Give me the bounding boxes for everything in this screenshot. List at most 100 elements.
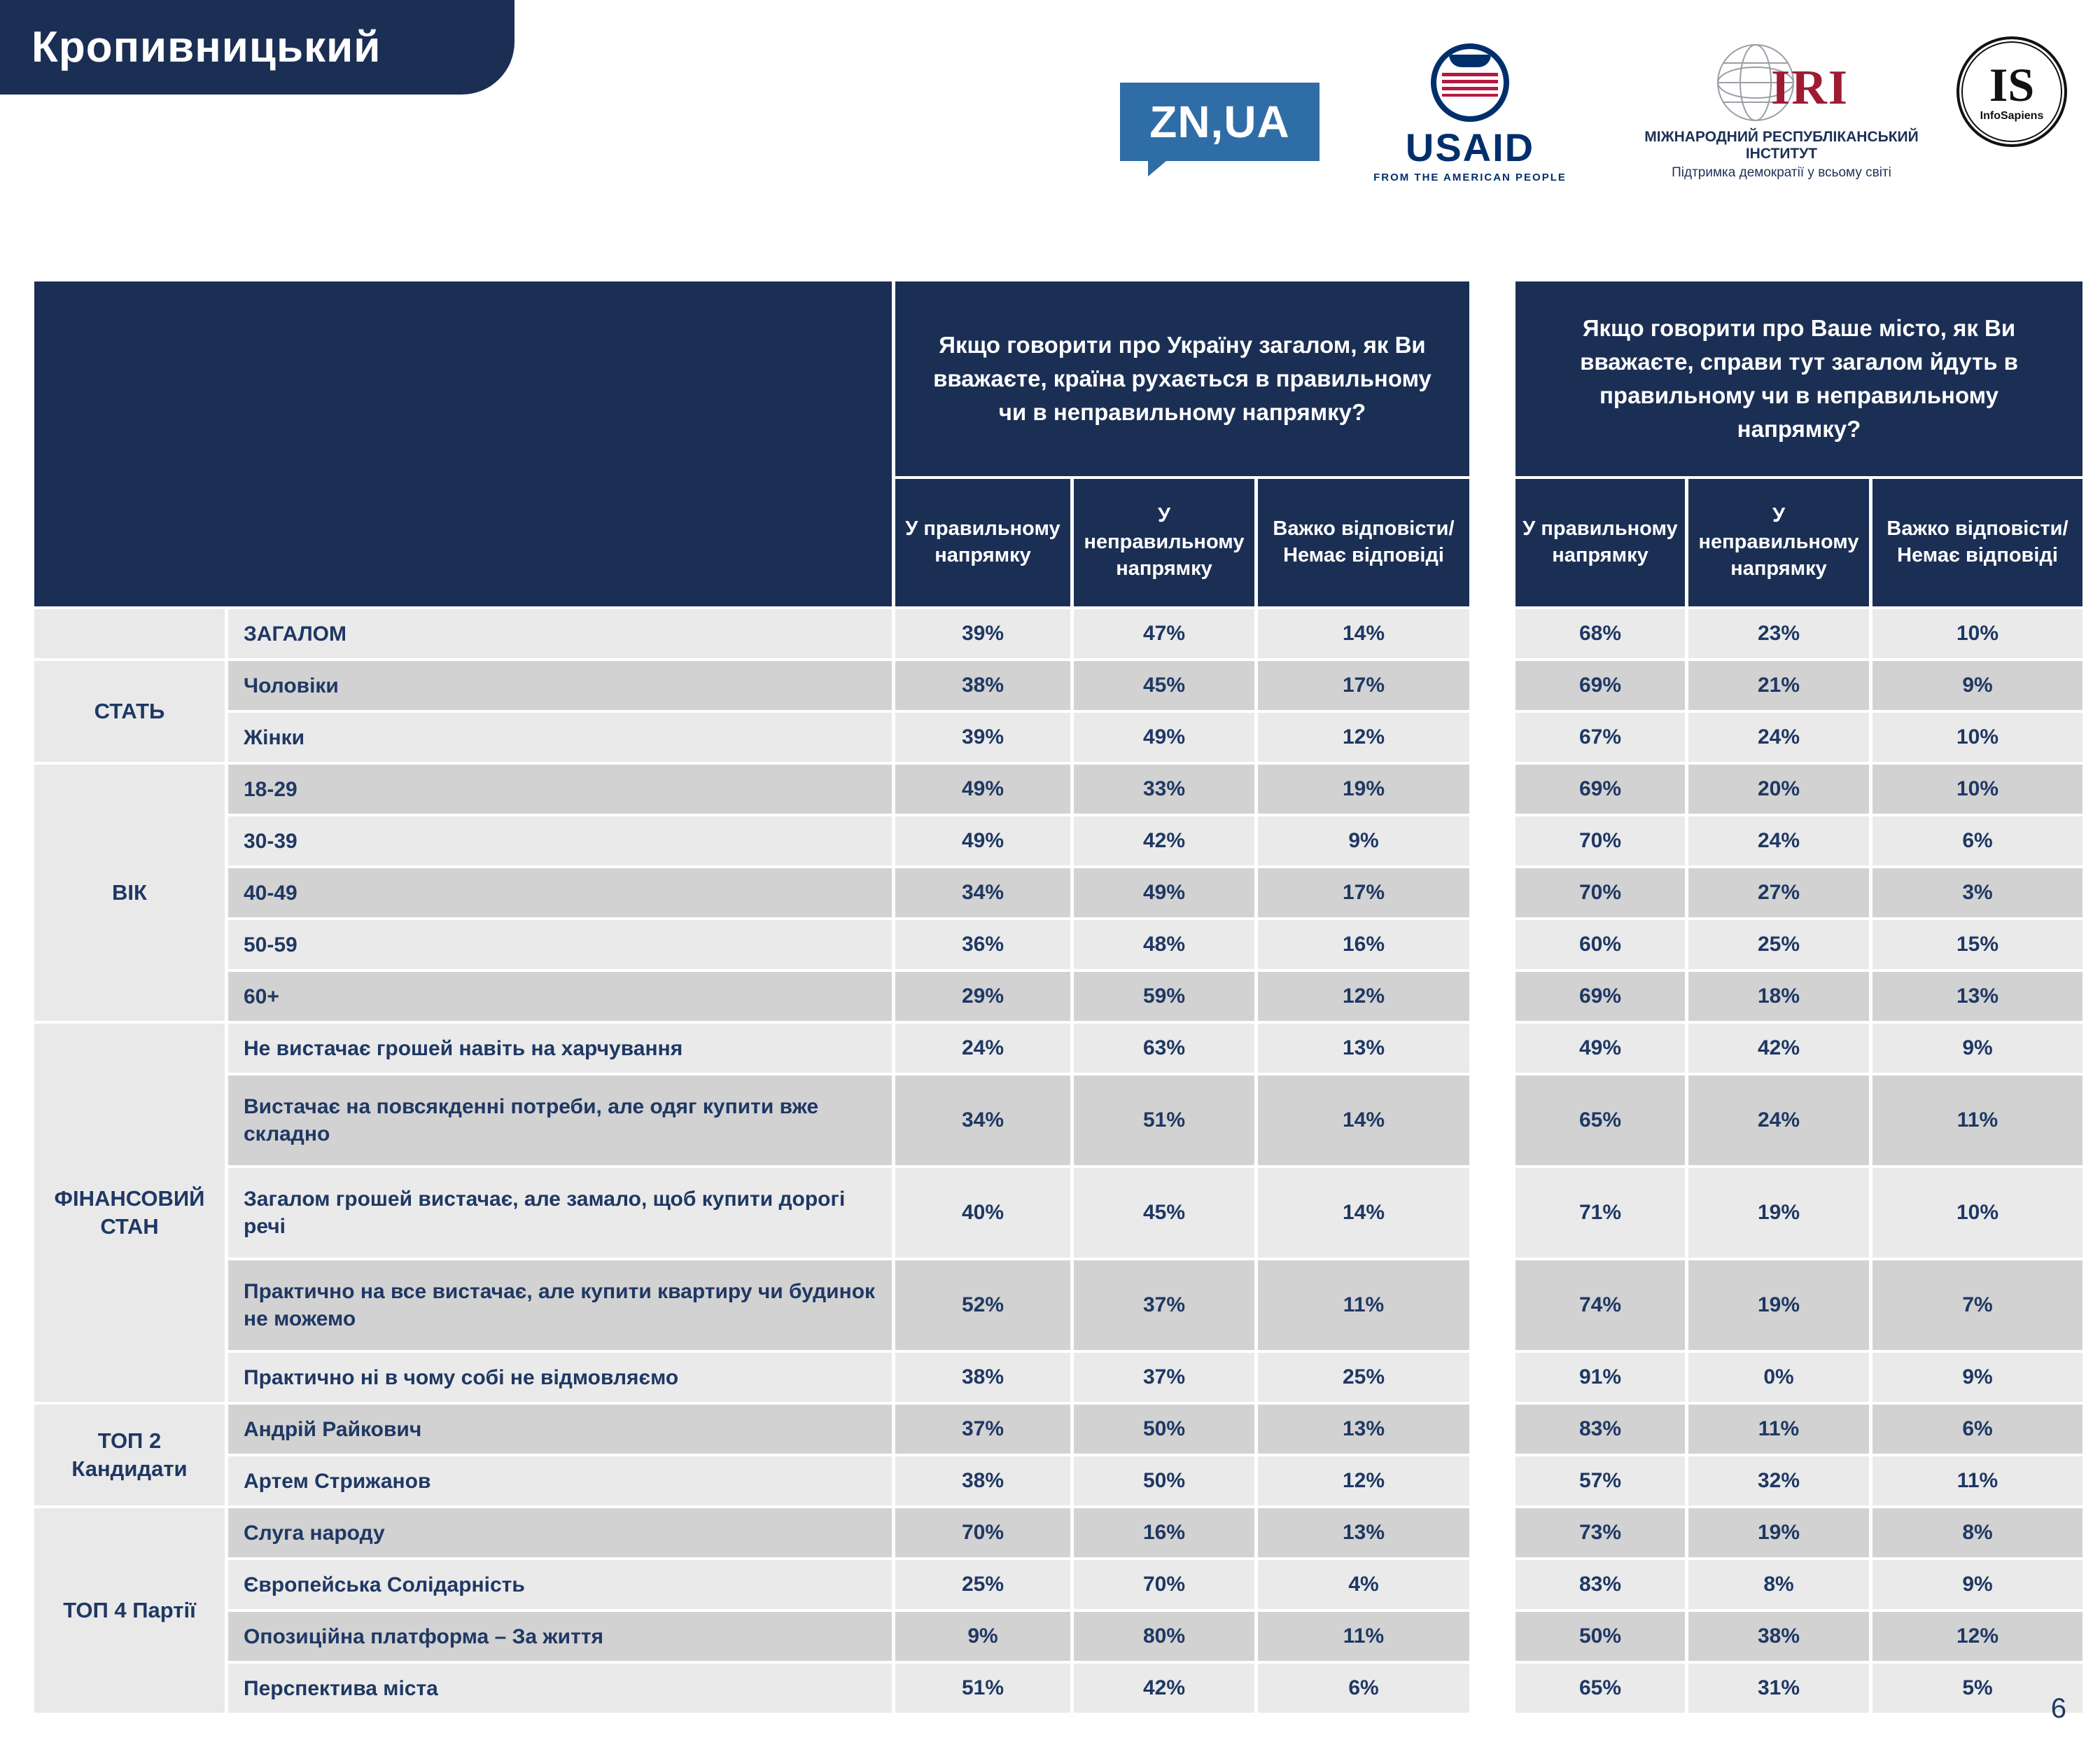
question-1-header: Якщо говорити про Україну загалом, як Ви… — [895, 281, 1469, 476]
value-cell: 9% — [1872, 1024, 2082, 1073]
value-cell: 74% — [1516, 1260, 1685, 1350]
value-cell: 25% — [895, 1560, 1070, 1609]
table-row: ЗАГАЛОМ 39% 47% 14% 68% 23% 10% — [34, 609, 2082, 658]
value-cell: 17% — [1258, 661, 1469, 710]
value-cell: 48% — [1074, 920, 1254, 969]
row-label: Артем Стрижанов — [228, 1456, 892, 1505]
answer-option-header: У правильному напрямку — [1516, 479, 1685, 606]
row-label: Загалом грошей вистачає, але замало, щоб… — [228, 1168, 892, 1258]
value-cell: 37% — [1074, 1353, 1254, 1402]
value-cell: 27% — [1688, 868, 1869, 917]
iri-abbr: IRI — [1771, 61, 1849, 115]
value-cell: 37% — [895, 1405, 1070, 1454]
value-cell: 42% — [1074, 1664, 1254, 1713]
value-cell: 65% — [1516, 1076, 1685, 1165]
answer-option-header: Важко відповісти/Немає відповіді — [1258, 479, 1469, 606]
value-cell: 23% — [1688, 609, 1869, 658]
iri-logo-top: IRI — [1610, 41, 1953, 125]
usaid-seal-icon — [1431, 43, 1509, 122]
row-label: 30-39 — [228, 816, 892, 865]
value-cell: 50% — [1074, 1456, 1254, 1505]
row-label: Європейська Солідарність — [228, 1560, 892, 1609]
value-cell: 49% — [1074, 713, 1254, 762]
value-cell: 11% — [1688, 1405, 1869, 1454]
value-cell: 42% — [1074, 816, 1254, 865]
value-cell: 59% — [1074, 972, 1254, 1021]
column-gap — [1473, 1168, 1512, 1258]
value-cell: 4% — [1258, 1560, 1469, 1609]
value-cell: 73% — [1516, 1508, 1685, 1557]
znua-logo: ZN,UA — [1120, 83, 1320, 176]
infosapiens-logo: IS InfoSapiens — [1956, 36, 2067, 147]
value-cell: 50% — [1074, 1405, 1254, 1454]
table-row: 40-49 34% 49% 17% 70% 27% 3% — [34, 868, 2082, 917]
value-cell: 9% — [1258, 816, 1469, 865]
row-label: 50-59 — [228, 920, 892, 969]
group-label: ТОП 4 Партії — [34, 1508, 225, 1713]
value-cell: 25% — [1258, 1353, 1469, 1402]
row-label: Практично ні в чому собі не відмовляємо — [228, 1353, 892, 1402]
value-cell: 49% — [1516, 1024, 1685, 1073]
value-cell: 19% — [1688, 1508, 1869, 1557]
value-cell: 10% — [1872, 765, 2082, 814]
table-row: ТОП 2 Кандидати Андрій Райкович 37% 50% 13% 8… — [34, 1405, 2082, 1505]
table-row: ФІНАНСОВИЙ СТАН Не вистачає грошей навіть… — [34, 1024, 2082, 1402]
value-cell: 10% — [1872, 1168, 2082, 1258]
value-cell: 49% — [895, 816, 1070, 865]
column-gap — [1473, 868, 1512, 917]
row-label: Не вистачає грошей навіть на харчування — [228, 1024, 892, 1073]
value-cell: 34% — [895, 868, 1070, 917]
answer-option-header: У неправильному напрямку — [1688, 479, 1869, 606]
column-gap — [1473, 816, 1512, 865]
column-gap — [1473, 1664, 1512, 1713]
value-cell: 25% — [1688, 920, 1869, 969]
value-cell: 11% — [1258, 1612, 1469, 1661]
value-cell: 5% — [1872, 1664, 2082, 1713]
value-cell: 39% — [895, 609, 1070, 658]
value-cell: 32% — [1688, 1456, 1869, 1505]
row-label: Опозиційна платформа – За життя — [228, 1612, 892, 1661]
usaid-logo: USAID FROM THE AMERICAN PEOPLE — [1368, 43, 1572, 183]
row-label: Жінки — [228, 713, 892, 762]
column-gap — [1473, 1405, 1512, 1454]
value-cell: 11% — [1872, 1456, 2082, 1505]
column-gap — [1473, 1508, 1512, 1557]
value-cell: 83% — [1516, 1560, 1685, 1609]
iri-name-line2: Підтримка демократії у всьому світі — [1672, 165, 1891, 180]
value-cell: 38% — [895, 661, 1070, 710]
value-cell: 49% — [1074, 868, 1254, 917]
results-table: Якщо говорити про Україну загалом, як Ви… — [31, 279, 2086, 1715]
column-gap — [1473, 281, 1512, 606]
value-cell: 6% — [1872, 1405, 2082, 1454]
value-cell: 38% — [895, 1456, 1070, 1505]
value-cell: 38% — [895, 1353, 1070, 1402]
value-cell: 52% — [895, 1260, 1070, 1350]
value-cell: 39% — [895, 713, 1070, 762]
value-cell: 49% — [895, 765, 1070, 814]
value-cell: 20% — [1688, 765, 1869, 814]
value-cell: 24% — [1688, 713, 1869, 762]
value-cell: 69% — [1516, 661, 1685, 710]
answer-options-row: У правильному напрямку У неправильному н… — [34, 479, 2082, 606]
table-row: Вистачає на повсякденні потреби, але одя… — [34, 1076, 2082, 1165]
value-cell: 16% — [1258, 920, 1469, 969]
usaid-tagline: FROM THE AMERICAN PEOPLE — [1373, 172, 1567, 183]
column-gap — [1473, 1076, 1512, 1165]
table-corner — [34, 281, 892, 606]
znua-logo-text: ZN,UA — [1149, 97, 1290, 147]
value-cell: 70% — [1074, 1560, 1254, 1609]
column-gap — [1473, 765, 1512, 814]
value-cell: 37% — [1074, 1260, 1254, 1350]
row-label: 40-49 — [228, 868, 892, 917]
page-title: Кропивницький — [31, 23, 382, 71]
row-label: Перспектива міста — [228, 1664, 892, 1713]
value-cell: 10% — [1872, 609, 2082, 658]
group-label: СТАТЬ — [34, 661, 225, 762]
value-cell: 13% — [1258, 1508, 1469, 1557]
table-row: Практично на все вистачає, але купити кв… — [34, 1260, 2082, 1350]
value-cell: 68% — [1516, 609, 1685, 658]
value-cell: 14% — [1258, 1076, 1469, 1165]
value-cell: 57% — [1516, 1456, 1685, 1505]
column-gap — [1473, 661, 1512, 710]
value-cell: 12% — [1872, 1612, 2082, 1661]
